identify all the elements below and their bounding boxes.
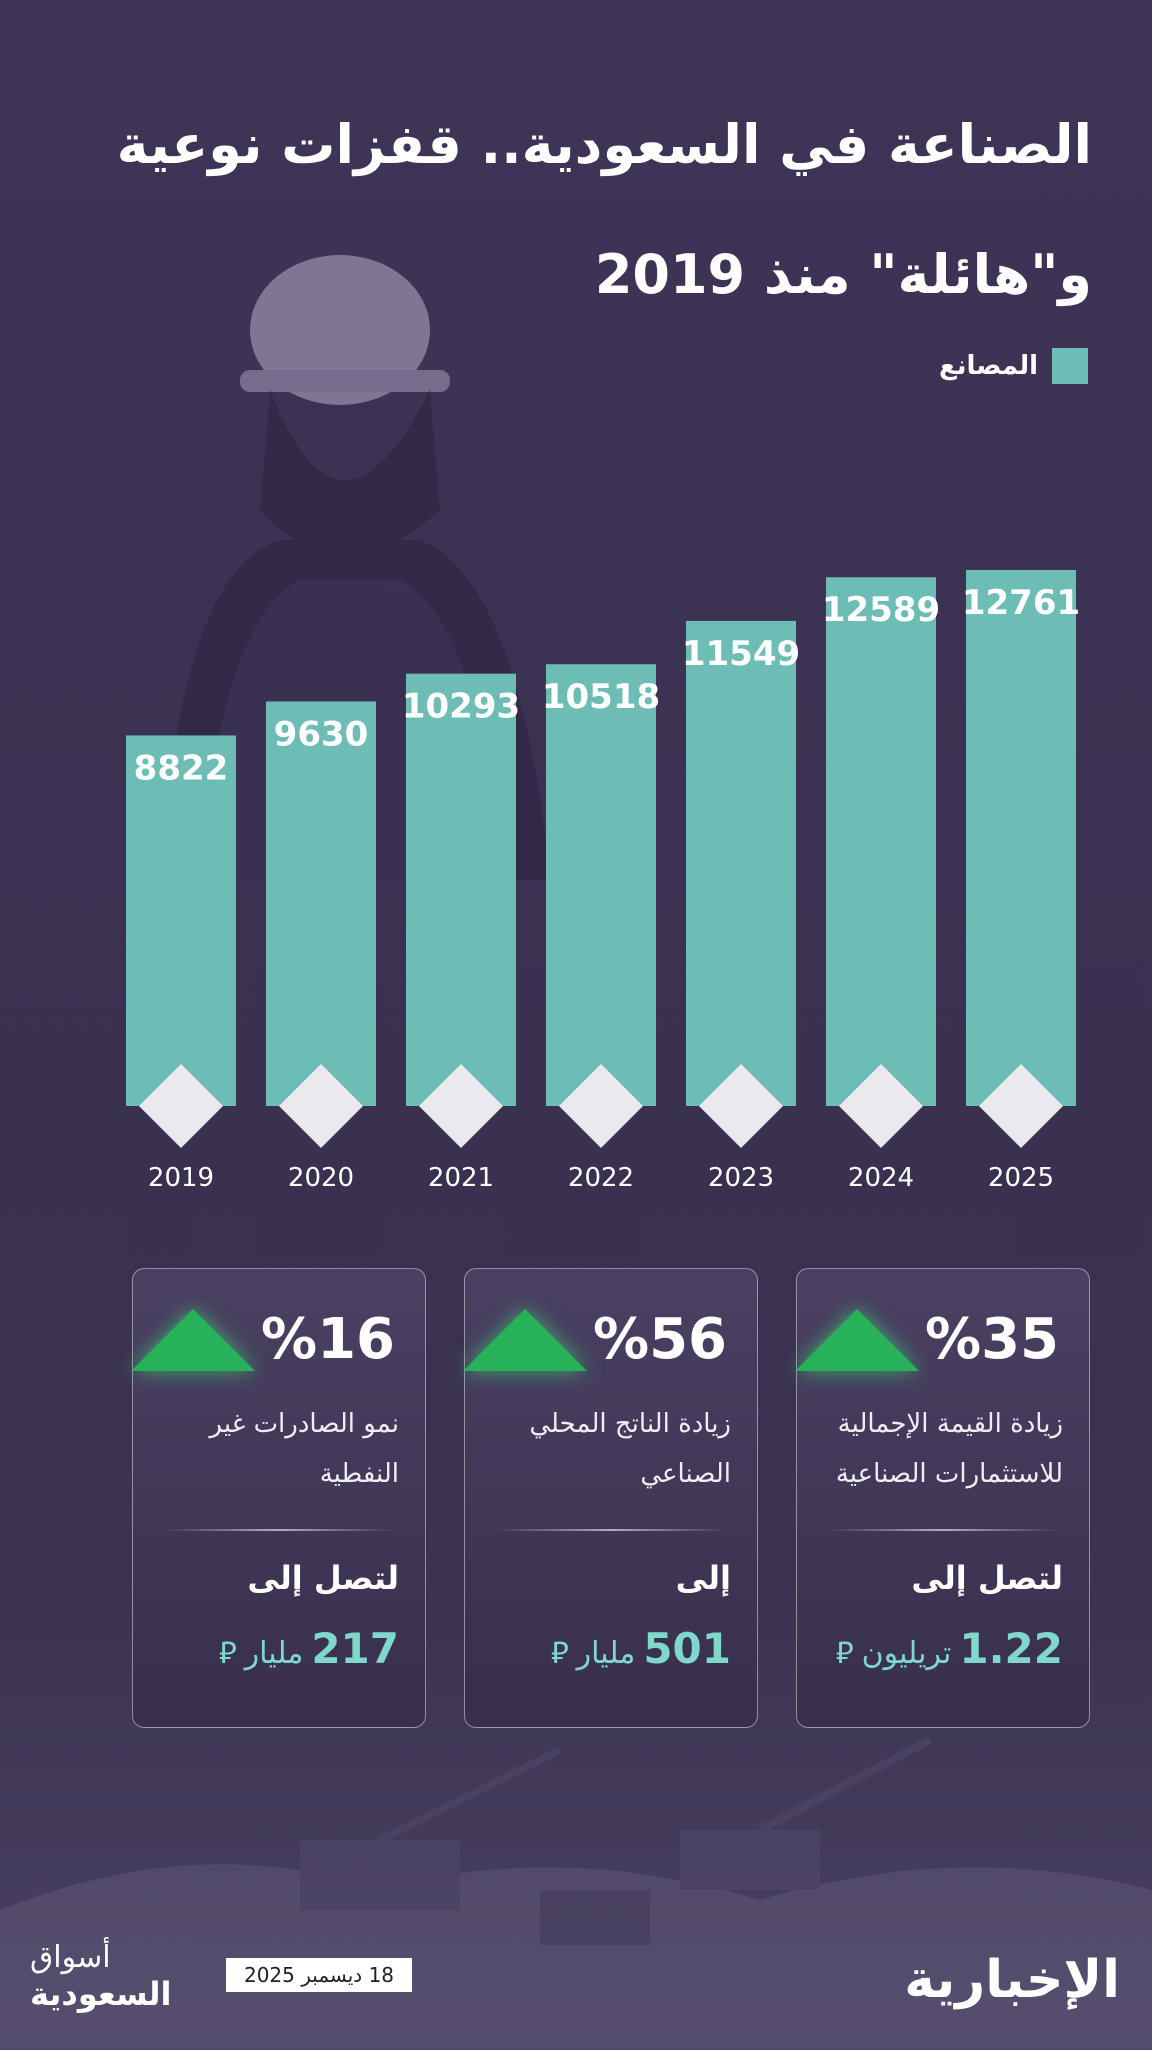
stat-card: %16 نمو الصادرات غير النفطية لتصل إلى 217مل… xyxy=(131,1268,426,1728)
stat-reach-label: لتصل إلى xyxy=(911,1559,1063,1597)
up-triangle-icon xyxy=(795,1309,919,1371)
bar-value-label: 12761 xyxy=(962,583,1080,623)
stat-amount-unit: مليار xyxy=(576,1636,636,1671)
divider xyxy=(495,1529,727,1531)
x-tick-label: 2019 xyxy=(148,1163,214,1193)
bar-base-diamond-2025 xyxy=(979,1064,1063,1148)
stat-amount-unit: مليار xyxy=(244,1636,304,1671)
stat-reach-label: لتصل إلى xyxy=(247,1559,399,1597)
stat-amount: 217مليار⃁ xyxy=(219,1624,399,1673)
stat-description: نمو الصادرات غير النفطية xyxy=(209,1409,399,1489)
bar-2023 xyxy=(686,620,796,1106)
stat-amount-value: 1.22 xyxy=(959,1624,1063,1673)
legend-label: المصانع xyxy=(938,351,1038,381)
bar-base-diamond-2024 xyxy=(839,1064,923,1148)
stat-description: زيادة القيمة الإجمالية للاستثمارات الصنا… xyxy=(835,1409,1063,1489)
bar-base-diamond-2020 xyxy=(279,1064,363,1148)
stat-percent: %35 xyxy=(924,1307,1059,1372)
aswaq-logo-line2: السعودية xyxy=(30,1975,172,2013)
divider xyxy=(163,1529,395,1531)
bar-base-diamond-2019 xyxy=(139,1064,223,1148)
bar-value-label: 8822 xyxy=(134,748,229,788)
x-tick-label: 2023 xyxy=(708,1163,774,1193)
bar-2020 xyxy=(266,701,376,1106)
mining-background-image xyxy=(0,1736,1152,2050)
legend: المصانع xyxy=(939,348,1088,384)
stat-description: زيادة الناتج المحلي الصناعي xyxy=(529,1409,731,1489)
chart-title-line1: الصناعة في السعودية.. قفزات نوعية xyxy=(116,113,1092,176)
stat-amount-unit: تريليون xyxy=(861,1636,952,1671)
divider xyxy=(827,1529,1059,1531)
stat-percent: %16 xyxy=(260,1307,395,1372)
aswaq-logo-line1: أسواق xyxy=(30,1940,111,1975)
bar-2024 xyxy=(826,577,936,1106)
stat-card: %35 زيادة القيمة الإجمالية للاستثمارات ال… xyxy=(795,1268,1090,1728)
bar-base-diamond-2023 xyxy=(699,1064,783,1148)
x-tick-label: 2020 xyxy=(288,1163,354,1193)
x-tick-label: 2024 xyxy=(848,1163,914,1193)
stat-percent: %56 xyxy=(592,1307,727,1372)
stat-amount: 1.22تريليون⃁ xyxy=(836,1624,1063,1673)
bar-2019 xyxy=(126,735,236,1106)
stat-amount-value: 501 xyxy=(643,1624,731,1673)
bar-base-diamond-2021 xyxy=(419,1064,503,1148)
bar-chart: 8822 2019 9630 2020 10293 2021 10518 2022 11549 2… xyxy=(126,570,1080,1193)
stat-amount: 501مليار⃁ xyxy=(551,1624,731,1673)
bar-base-diamond-2022 xyxy=(559,1064,643,1148)
bar-value-label: 10518 xyxy=(542,677,660,717)
bar-value-label: 10293 xyxy=(402,687,520,727)
aswaq-logo: أسواق السعودية xyxy=(30,1940,172,2013)
x-tick-label: 2022 xyxy=(568,1163,634,1193)
stat-amount-value: 217 xyxy=(311,1624,399,1673)
riyal-icon: ⃁ xyxy=(835,1636,854,1671)
bar-value-label: 12589 xyxy=(822,590,940,630)
riyal-icon: ⃁ xyxy=(550,1636,569,1671)
bar-2025 xyxy=(966,570,1076,1106)
bar-2021 xyxy=(406,673,516,1106)
x-tick-label: 2021 xyxy=(428,1163,494,1193)
up-triangle-icon xyxy=(463,1309,587,1371)
bar-value-label: 11549 xyxy=(682,634,800,674)
riyal-icon: ⃁ xyxy=(218,1636,237,1671)
x-tick-label: 2025 xyxy=(988,1163,1054,1193)
alekhbariya-logo: الإخبارية xyxy=(904,1950,1120,2010)
stat-card: %56 زيادة الناتج المحلي الصناعي إلى 501مليا… xyxy=(463,1268,758,1728)
up-triangle-icon xyxy=(131,1309,255,1371)
legend-swatch xyxy=(1052,348,1088,384)
bar-2022 xyxy=(546,664,656,1106)
date-badge: 18 ديسمبر 2025 xyxy=(226,1958,412,1992)
stat-reach-label: إلى xyxy=(675,1559,731,1597)
bar-value-label: 9630 xyxy=(274,715,369,755)
chart-title-line2: و"هائلة" منذ 2019 xyxy=(594,243,1092,306)
